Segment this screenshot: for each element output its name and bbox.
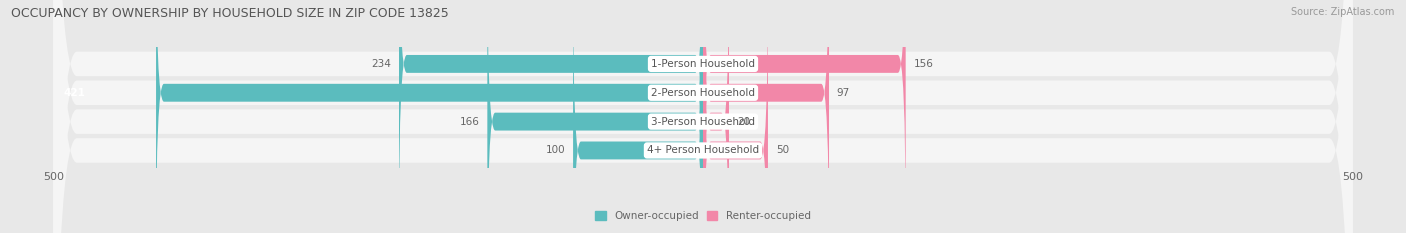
Text: 156: 156 — [914, 59, 934, 69]
FancyBboxPatch shape — [53, 0, 1353, 233]
Text: 166: 166 — [460, 116, 479, 127]
FancyBboxPatch shape — [53, 0, 1353, 233]
Text: 97: 97 — [837, 88, 851, 98]
Text: 4+ Person Household: 4+ Person Household — [647, 145, 759, 155]
FancyBboxPatch shape — [53, 0, 1353, 233]
FancyBboxPatch shape — [156, 0, 703, 233]
Text: 1-Person Household: 1-Person Household — [651, 59, 755, 69]
FancyBboxPatch shape — [703, 0, 768, 233]
Text: 234: 234 — [371, 59, 391, 69]
Text: 20: 20 — [737, 116, 749, 127]
FancyBboxPatch shape — [703, 0, 905, 228]
Legend: Owner-occupied, Renter-occupied: Owner-occupied, Renter-occupied — [591, 207, 815, 226]
FancyBboxPatch shape — [703, 0, 728, 233]
Text: 3-Person Household: 3-Person Household — [651, 116, 755, 127]
FancyBboxPatch shape — [703, 0, 830, 233]
Text: 2-Person Household: 2-Person Household — [651, 88, 755, 98]
Text: 421: 421 — [63, 88, 86, 98]
Text: Source: ZipAtlas.com: Source: ZipAtlas.com — [1291, 7, 1395, 17]
FancyBboxPatch shape — [488, 0, 703, 233]
Text: 50: 50 — [776, 145, 789, 155]
Text: OCCUPANCY BY OWNERSHIP BY HOUSEHOLD SIZE IN ZIP CODE 13825: OCCUPANCY BY OWNERSHIP BY HOUSEHOLD SIZE… — [11, 7, 449, 20]
FancyBboxPatch shape — [53, 0, 1353, 233]
Text: 100: 100 — [546, 145, 565, 155]
FancyBboxPatch shape — [574, 0, 703, 233]
FancyBboxPatch shape — [399, 0, 703, 228]
